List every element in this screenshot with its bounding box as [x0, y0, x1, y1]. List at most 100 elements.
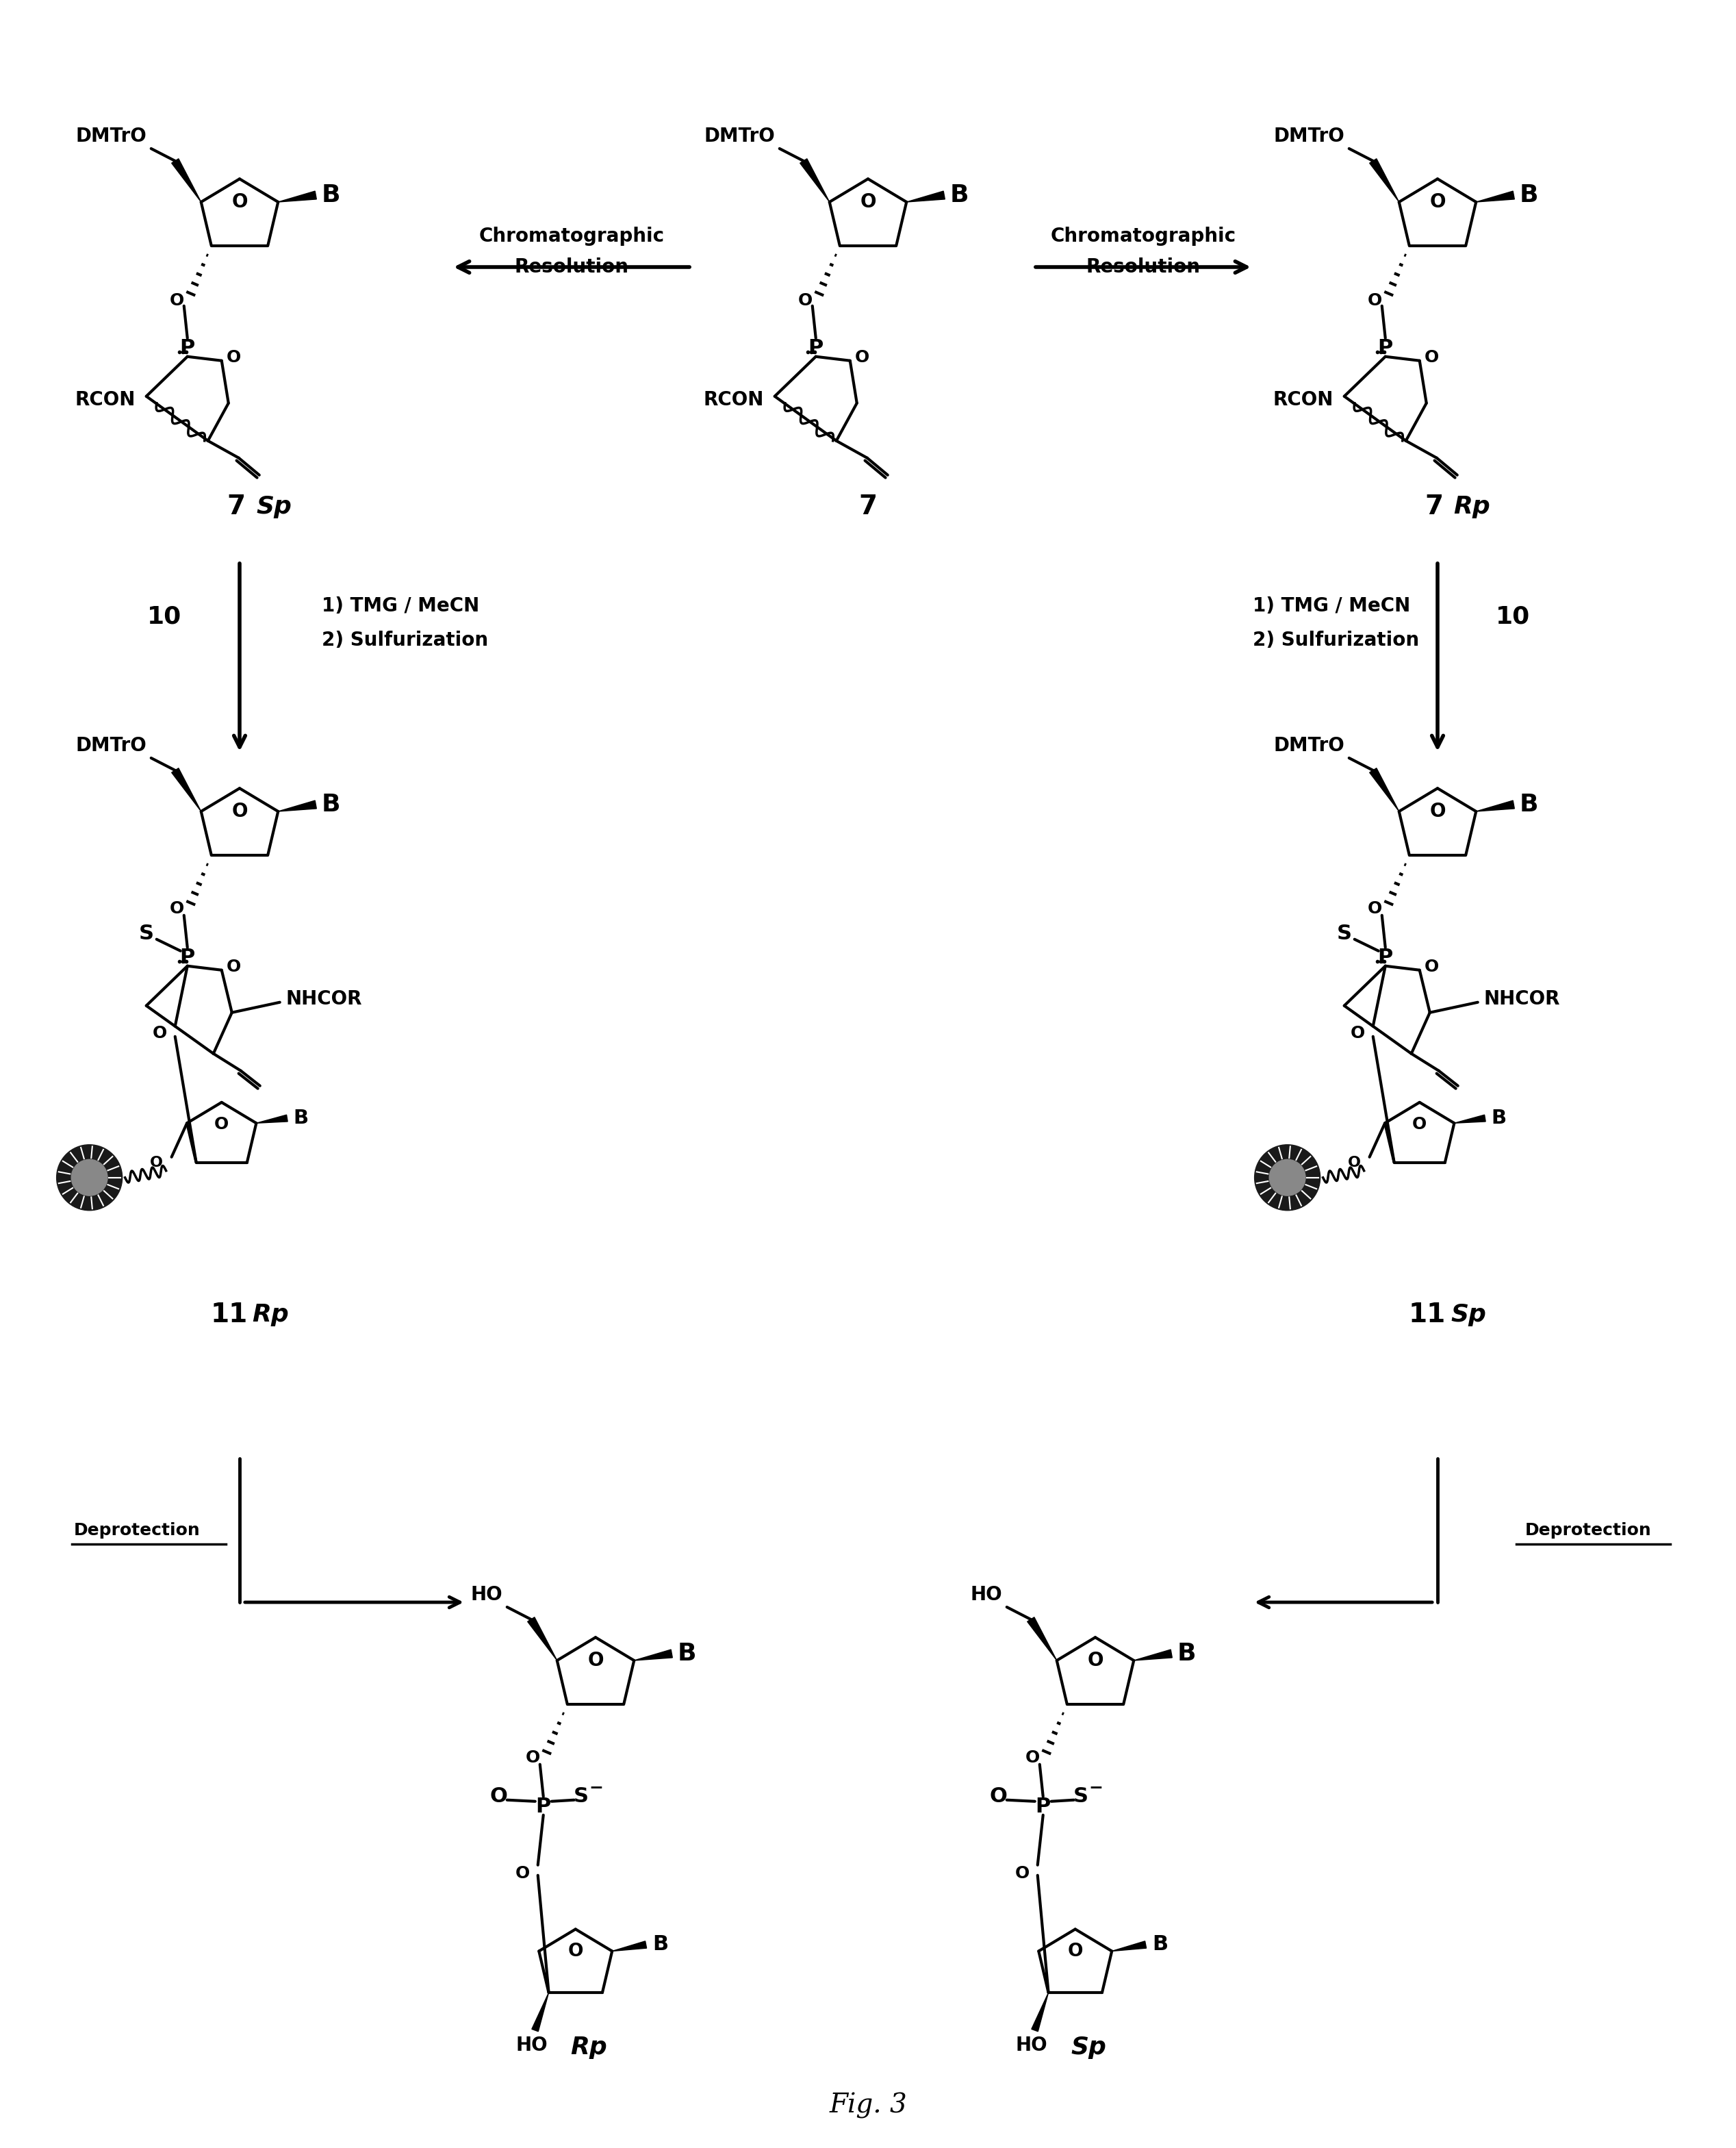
Text: B: B — [677, 1641, 696, 1665]
Text: 10: 10 — [148, 604, 182, 627]
Text: O: O — [526, 1748, 540, 1766]
Text: B: B — [293, 1108, 309, 1128]
Text: O: O — [214, 1117, 229, 1132]
Text: HO: HO — [470, 1585, 502, 1605]
Text: −: − — [589, 1779, 602, 1796]
Text: 1) TMG / MeCN: 1) TMG / MeCN — [1253, 597, 1410, 616]
Text: O: O — [1026, 1748, 1040, 1766]
Text: RCON: RCON — [703, 391, 764, 410]
Polygon shape — [613, 1942, 646, 1950]
Text: O: O — [990, 1787, 1007, 1806]
Text: O: O — [1016, 1864, 1029, 1882]
Text: Sp: Sp — [1071, 2036, 1106, 2060]
Text: RCON: RCON — [75, 391, 135, 410]
Polygon shape — [172, 769, 201, 812]
Text: B: B — [1519, 793, 1538, 816]
Polygon shape — [278, 801, 316, 812]
Polygon shape — [1028, 1617, 1057, 1660]
Polygon shape — [1111, 1942, 1146, 1950]
Text: Deprotection: Deprotection — [1524, 1523, 1651, 1538]
Text: O: O — [490, 1787, 507, 1806]
Text: DMTrO: DMTrO — [1274, 127, 1345, 146]
Text: Rp: Rp — [1453, 494, 1489, 518]
Text: RCON: RCON — [1272, 391, 1333, 410]
Text: B: B — [653, 1935, 668, 1955]
Text: O: O — [231, 193, 248, 213]
Text: O: O — [149, 1156, 163, 1169]
Text: B: B — [321, 793, 340, 816]
Circle shape — [57, 1145, 122, 1211]
Text: P: P — [1378, 947, 1392, 969]
Text: S: S — [83, 1169, 95, 1188]
Text: O: O — [231, 801, 248, 821]
Text: HO: HO — [516, 2036, 547, 2056]
Text: 2) Sulfurization: 2) Sulfurization — [1253, 632, 1418, 651]
Polygon shape — [257, 1115, 288, 1123]
Text: Rp: Rp — [252, 1304, 288, 1325]
Polygon shape — [1476, 191, 1514, 202]
Text: P: P — [536, 1798, 550, 1817]
Text: 10: 10 — [1496, 604, 1529, 627]
Text: O: O — [1347, 1156, 1361, 1169]
Text: Resolution: Resolution — [1087, 258, 1200, 277]
Text: 11: 11 — [210, 1302, 248, 1327]
Text: B: B — [1153, 1935, 1168, 1955]
Text: DMTrO: DMTrO — [1274, 737, 1345, 756]
Text: O: O — [1429, 801, 1446, 821]
Circle shape — [1269, 1160, 1305, 1196]
Text: Deprotection: Deprotection — [73, 1523, 200, 1538]
Text: S: S — [1281, 1169, 1295, 1188]
Text: O: O — [516, 1864, 529, 1882]
Text: P: P — [181, 947, 194, 969]
Text: O: O — [1368, 292, 1382, 309]
Text: O: O — [1068, 1942, 1083, 1961]
Text: P: P — [181, 339, 194, 359]
Text: DMTrO: DMTrO — [76, 737, 148, 756]
Text: Rp: Rp — [571, 2036, 608, 2060]
Text: S: S — [573, 1787, 589, 1806]
Text: Chromatographic: Chromatographic — [479, 228, 665, 245]
Polygon shape — [634, 1650, 672, 1660]
Text: HO: HO — [970, 1585, 1002, 1605]
Text: P: P — [1035, 1798, 1050, 1817]
Text: O: O — [170, 900, 184, 917]
Text: S: S — [139, 924, 155, 943]
Text: Chromatographic: Chromatographic — [1050, 228, 1236, 245]
Text: O: O — [1429, 193, 1446, 213]
Polygon shape — [1031, 1993, 1049, 2032]
Text: −: − — [1088, 1779, 1102, 1796]
Text: O: O — [587, 1652, 604, 1669]
Text: DMTrO: DMTrO — [76, 127, 148, 146]
Text: NHCOR: NHCOR — [1484, 990, 1561, 1007]
Text: O: O — [227, 958, 241, 975]
Text: O: O — [568, 1942, 583, 1961]
Text: 7: 7 — [859, 494, 877, 520]
Polygon shape — [531, 1993, 549, 2032]
Text: O: O — [859, 193, 877, 213]
Text: S: S — [1337, 924, 1352, 943]
Text: Sp: Sp — [257, 494, 292, 518]
Text: B: B — [1491, 1108, 1507, 1128]
Polygon shape — [1455, 1115, 1486, 1123]
Text: B: B — [1177, 1641, 1196, 1665]
Polygon shape — [1134, 1650, 1172, 1660]
Circle shape — [1255, 1145, 1319, 1211]
Polygon shape — [278, 191, 316, 202]
Polygon shape — [1476, 801, 1514, 812]
Text: O: O — [856, 348, 870, 365]
Text: O: O — [1413, 1117, 1427, 1132]
Text: B: B — [1519, 183, 1538, 206]
Text: DMTrO: DMTrO — [705, 127, 776, 146]
Polygon shape — [172, 159, 201, 202]
Text: HO: HO — [1016, 2036, 1047, 2056]
Text: P: P — [1378, 339, 1392, 359]
Text: 7: 7 — [227, 494, 245, 520]
Text: O: O — [799, 292, 812, 309]
Text: O: O — [1351, 1025, 1364, 1042]
Text: B: B — [950, 183, 969, 206]
Text: 2) Sulfurization: 2) Sulfurization — [321, 632, 488, 651]
Circle shape — [71, 1160, 108, 1196]
Polygon shape — [1370, 159, 1399, 202]
Text: 11: 11 — [1408, 1302, 1446, 1327]
Text: P: P — [809, 339, 823, 359]
